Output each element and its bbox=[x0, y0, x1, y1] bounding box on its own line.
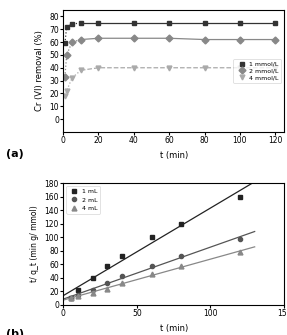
Line: 1 mL: 1 mL bbox=[68, 194, 242, 300]
2 mL bbox=[106, 281, 109, 285]
1 mL bbox=[69, 296, 72, 300]
4 mL bbox=[91, 291, 94, 295]
4 mmol/L bbox=[79, 68, 83, 72]
2 mmol/L bbox=[238, 38, 242, 42]
Line: 1 mmol/L: 1 mmol/L bbox=[63, 20, 278, 46]
Legend: 1 mmol/L, 2 mmol/L, 4 mmol/L: 1 mmol/L, 2 mmol/L, 4 mmol/L bbox=[233, 59, 281, 83]
2 mL bbox=[76, 293, 79, 297]
1 mmol/L bbox=[79, 21, 83, 25]
4 mL bbox=[106, 287, 109, 291]
4 mL bbox=[120, 281, 124, 285]
1 mL bbox=[76, 288, 79, 292]
4 mmol/L bbox=[238, 66, 242, 70]
1 mL bbox=[238, 195, 242, 199]
2 mmol/L bbox=[203, 38, 206, 42]
Text: (b): (b) bbox=[6, 329, 24, 335]
Y-axis label: t/ q_t (min g/ mmol): t/ q_t (min g/ mmol) bbox=[30, 206, 39, 282]
4 mL bbox=[179, 264, 183, 268]
1 mmol/L bbox=[97, 21, 100, 25]
2 mL bbox=[91, 288, 94, 292]
Line: 2 mL: 2 mL bbox=[68, 237, 242, 300]
1 mmol/L bbox=[132, 21, 135, 25]
4 mmol/L bbox=[203, 66, 206, 70]
2 mmol/L bbox=[65, 53, 68, 57]
Line: 2 mmol/L: 2 mmol/L bbox=[63, 36, 278, 79]
4 mmol/L bbox=[97, 66, 100, 70]
1 mmol/L bbox=[203, 21, 206, 25]
4 mmol/L bbox=[132, 66, 135, 70]
Line: 4 mmol/L: 4 mmol/L bbox=[63, 65, 278, 98]
Legend: 1 mL, 2 mL, 4 mL: 1 mL, 2 mL, 4 mL bbox=[66, 186, 100, 213]
2 mmol/L bbox=[79, 38, 83, 42]
1 mmol/L bbox=[70, 22, 74, 26]
X-axis label: t (min): t (min) bbox=[160, 151, 188, 159]
2 mL bbox=[150, 264, 153, 268]
4 mmol/L bbox=[168, 66, 171, 70]
4 mL bbox=[238, 250, 242, 254]
1 mmol/L bbox=[65, 25, 68, 29]
1 mmol/L bbox=[168, 21, 171, 25]
4 mmol/L bbox=[274, 66, 277, 70]
1 mL bbox=[106, 264, 109, 268]
2 mL bbox=[238, 237, 242, 241]
4 mmol/L bbox=[63, 94, 67, 98]
4 mL bbox=[150, 272, 153, 276]
2 mL bbox=[69, 296, 72, 300]
4 mL bbox=[69, 296, 72, 300]
1 mL bbox=[120, 254, 124, 258]
2 mL bbox=[120, 274, 124, 278]
4 mL bbox=[76, 294, 79, 298]
Y-axis label: Cr (VI) removal (%): Cr (VI) removal (%) bbox=[35, 30, 44, 112]
2 mmol/L bbox=[132, 36, 135, 40]
1 mL bbox=[150, 235, 153, 239]
2 mmol/L bbox=[70, 40, 74, 44]
2 mmol/L bbox=[168, 36, 171, 40]
2 mmol/L bbox=[63, 75, 67, 79]
2 mL bbox=[179, 254, 183, 258]
1 mmol/L bbox=[238, 21, 242, 25]
1 mmol/L bbox=[274, 21, 277, 25]
Text: (a): (a) bbox=[6, 149, 24, 159]
1 mmol/L bbox=[63, 42, 67, 46]
1 mL bbox=[91, 276, 94, 280]
4 mmol/L bbox=[65, 89, 68, 93]
2 mmol/L bbox=[97, 36, 100, 40]
2 mmol/L bbox=[274, 38, 277, 42]
Line: 4 mL: 4 mL bbox=[68, 250, 242, 300]
X-axis label: t (min): t (min) bbox=[160, 324, 188, 333]
4 mmol/L bbox=[70, 76, 74, 80]
1 mL bbox=[179, 222, 183, 226]
